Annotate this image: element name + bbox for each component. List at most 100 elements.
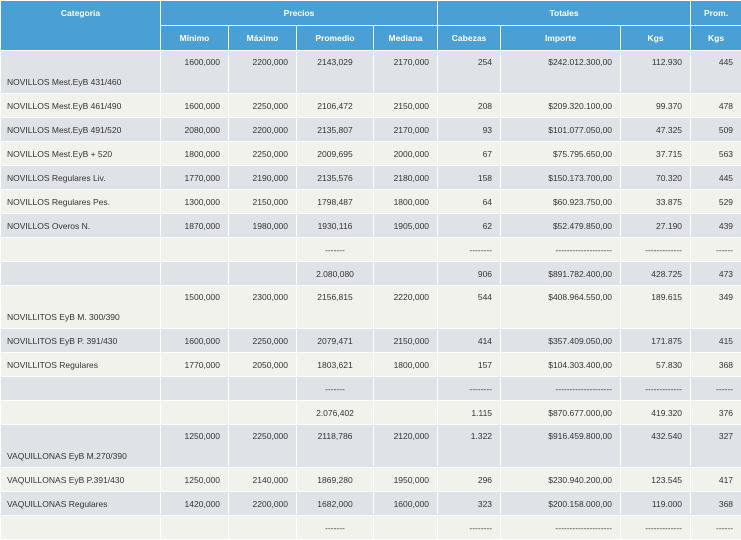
cell-importe: -------------------- [501, 516, 621, 540]
cell-minimo: 1250,000 [161, 425, 229, 468]
cell-prom-kgs: 478 [691, 94, 741, 118]
cell-prom-kgs: 473 [691, 262, 741, 286]
cell-mediana: 2170,000 [374, 51, 438, 94]
cell-categoria [1, 238, 161, 262]
cell-categoria: NOVILLOS Overos N. [1, 214, 161, 238]
cell-kgs: 33.875 [621, 190, 691, 214]
cell-maximo: 2250,000 [229, 142, 297, 166]
cell-promedio: 2009,695 [297, 142, 374, 166]
cell-minimo: 1800,000 [161, 142, 229, 166]
cell-cabezas: 157 [438, 353, 501, 377]
cell-promedio: 1798,487 [297, 190, 374, 214]
header-mediana: Mediana [374, 26, 438, 51]
cell-kgs: 112.930 [621, 51, 691, 94]
cell-mediana: 1950,000 [374, 468, 438, 492]
cell-cabezas: 93 [438, 118, 501, 142]
header-prom-kgs: Kgs [691, 26, 741, 51]
cell-promedio: ------- [297, 377, 374, 401]
cell-mediana: 2150,000 [374, 329, 438, 353]
cell-minimo: 1770,000 [161, 353, 229, 377]
cell-importe: $242.012.300,00 [501, 51, 621, 94]
cell-importe: $916.459.800,00 [501, 425, 621, 468]
cell-maximo [229, 516, 297, 540]
cell-mediana: 2150,000 [374, 94, 438, 118]
cell-maximo [229, 262, 297, 286]
cell-categoria [1, 401, 161, 425]
cell-importe: $75.795.650,00 [501, 142, 621, 166]
cell-maximo: 2190,000 [229, 166, 297, 190]
cell-mediana: 2000,000 [374, 142, 438, 166]
cell-minimo: 1600,000 [161, 51, 229, 94]
cell-categoria: NOVILLITOS EyB P. 391/430 [1, 329, 161, 353]
cell-kgs: 189.615 [621, 286, 691, 329]
cell-promedio: 2.076,402 [297, 401, 374, 425]
cell-minimo: 1500,000 [161, 286, 229, 329]
cell-mediana: 1905,000 [374, 214, 438, 238]
cell-kgs: 119.000 [621, 492, 691, 516]
cell-kgs: 99.370 [621, 94, 691, 118]
cell-categoria: NOVILLOS Regulares Pes. [1, 190, 161, 214]
cell-kgs: 70.320 [621, 166, 691, 190]
cell-mediana [374, 401, 438, 425]
cell-minimo: 1600,000 [161, 329, 229, 353]
cell-minimo [161, 401, 229, 425]
cell-promedio: 2.080,080 [297, 262, 374, 286]
cell-maximo [229, 238, 297, 262]
cell-cabezas: -------- [438, 516, 501, 540]
cell-categoria [1, 262, 161, 286]
cell-cabezas: 906 [438, 262, 501, 286]
cell-importe: -------------------- [501, 377, 621, 401]
cell-cabezas: 414 [438, 329, 501, 353]
header-prom: Prom. [691, 1, 741, 26]
cell-categoria: NOVILLOS Mest.EyB 461/490 [1, 94, 161, 118]
cell-kgs: 419.320 [621, 401, 691, 425]
cell-categoria: VAQUILLONAS EyB P.391/430 [1, 468, 161, 492]
cell-kgs: ------------- [621, 516, 691, 540]
cell-maximo: 2250,000 [229, 329, 297, 353]
cell-maximo [229, 377, 297, 401]
cell-maximo: 2200,000 [229, 492, 297, 516]
cell-kgs: 37.715 [621, 142, 691, 166]
cell-maximo [229, 401, 297, 425]
cell-importe: $870.677.000,00 [501, 401, 621, 425]
cell-mediana: 1800,000 [374, 190, 438, 214]
cell-prom-kgs: 376 [691, 401, 741, 425]
cell-minimo: 1420,000 [161, 492, 229, 516]
cell-prom-kgs: 415 [691, 329, 741, 353]
cell-promedio: 2079,471 [297, 329, 374, 353]
cell-mediana: 2180,000 [374, 166, 438, 190]
cell-kgs: ------------- [621, 238, 691, 262]
cell-promedio: 1803,621 [297, 353, 374, 377]
cell-mediana [374, 377, 438, 401]
cell-prom-kgs: 445 [691, 51, 741, 94]
header-precios: Precios [161, 1, 438, 26]
cell-categoria: NOVILLOS Regulares Liv. [1, 166, 161, 190]
cell-prom-kgs: 445 [691, 166, 741, 190]
cell-promedio: 2143,029 [297, 51, 374, 94]
cell-minimo [161, 377, 229, 401]
cell-minimo [161, 516, 229, 540]
cell-maximo: 2300,000 [229, 286, 297, 329]
cell-categoria [1, 516, 161, 540]
cell-promedio: 2118,786 [297, 425, 374, 468]
cell-importe: $200.158.000,00 [501, 492, 621, 516]
cell-prom-kgs: 439 [691, 214, 741, 238]
cell-categoria: NOVILLOS Mest.EyB + 520 [1, 142, 161, 166]
header-cabezas: Cabezas [438, 26, 501, 51]
header-promedio: Promedio [297, 26, 374, 51]
cell-importe: $101.077.050,00 [501, 118, 621, 142]
cell-prom-kgs: 417 [691, 468, 741, 492]
cell-minimo: 1250,000 [161, 468, 229, 492]
cell-categoria: NOVILLITOS Regulares [1, 353, 161, 377]
